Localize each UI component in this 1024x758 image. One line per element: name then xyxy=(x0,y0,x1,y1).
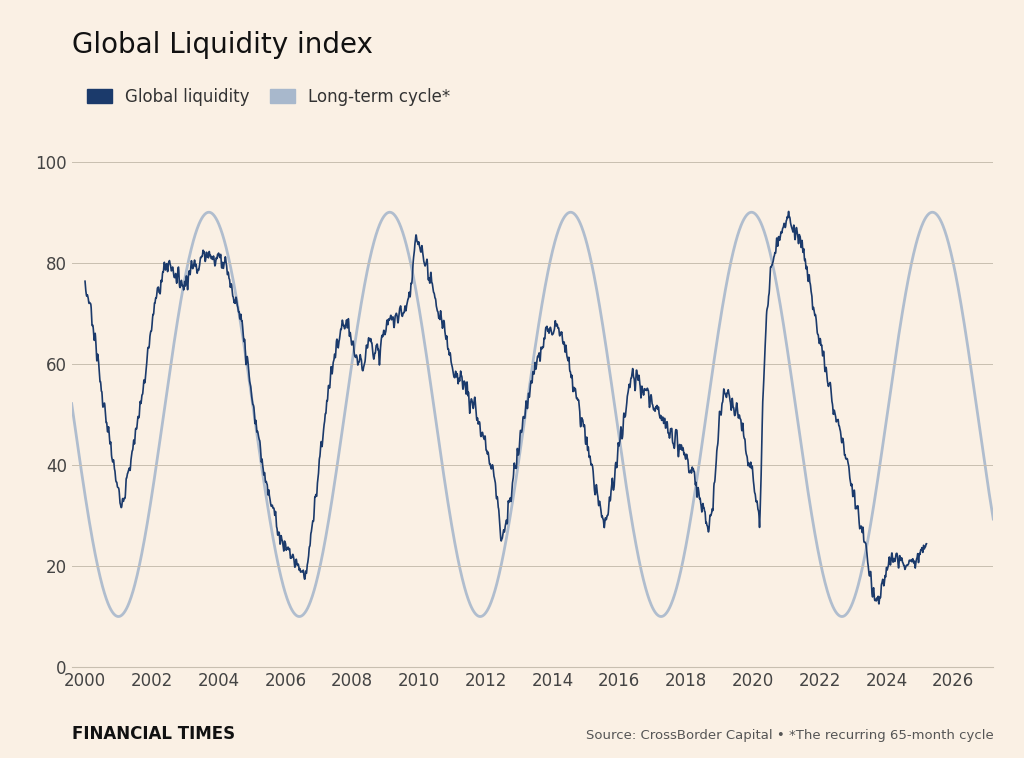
Legend: Global liquidity, Long-term cycle*: Global liquidity, Long-term cycle* xyxy=(80,81,457,112)
Text: Global Liquidity index: Global Liquidity index xyxy=(72,31,373,59)
Text: FINANCIAL TIMES: FINANCIAL TIMES xyxy=(72,725,234,743)
Text: Source: CrossBorder Capital • *The recurring 65-month cycle: Source: CrossBorder Capital • *The recur… xyxy=(586,729,993,742)
